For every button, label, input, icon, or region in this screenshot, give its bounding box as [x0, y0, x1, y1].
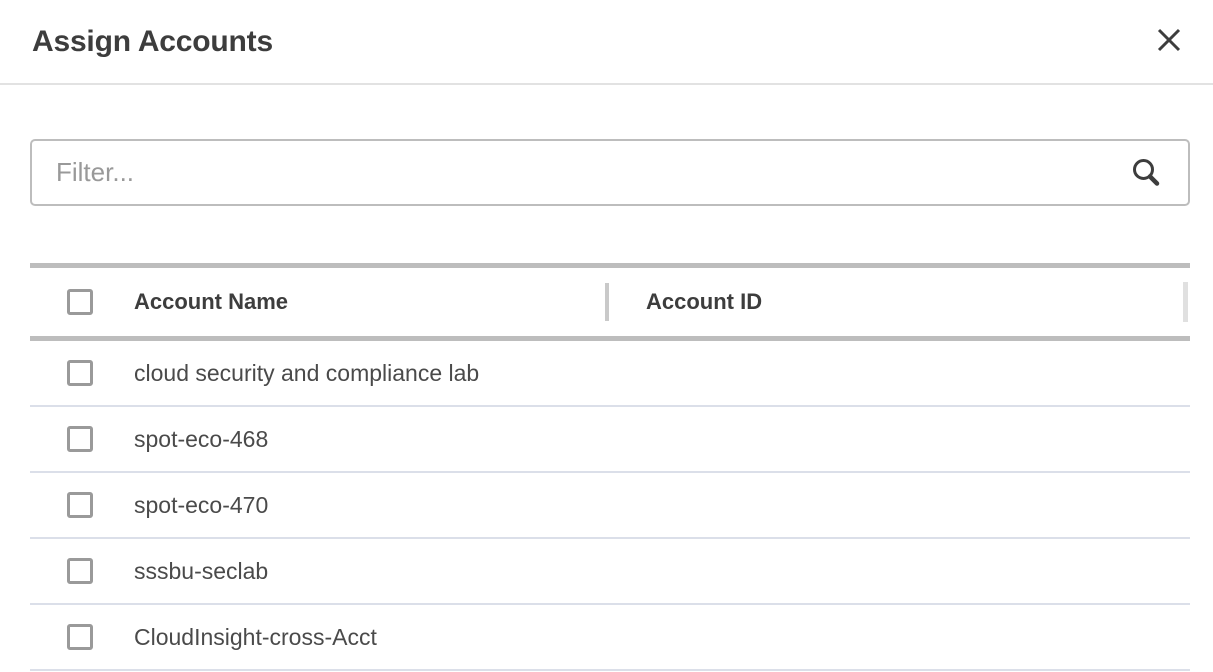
accounts-table: Account Name Account ID cloud security a…: [30, 263, 1190, 671]
row-checkbox-cell: [30, 360, 134, 386]
row-checkbox-cell: [30, 624, 134, 650]
filter-input[interactable]: [30, 139, 1190, 206]
table-row: spot-eco-468: [30, 407, 1190, 473]
row-checkbox-cell: [30, 426, 134, 452]
search-icon[interactable]: [1128, 155, 1164, 191]
close-icon: [1157, 28, 1181, 52]
row-checkbox[interactable]: [67, 624, 93, 650]
table-row: CloudInsight-cross-Acct: [30, 605, 1190, 671]
table-row: sssbu-seclab: [30, 539, 1190, 605]
table-row: cloud security and compliance lab: [30, 341, 1190, 407]
select-all-checkbox[interactable]: [67, 289, 93, 315]
account-name-cell: spot-eco-470: [134, 491, 269, 518]
row-checkbox[interactable]: [67, 426, 93, 452]
row-checkbox[interactable]: [67, 558, 93, 584]
modal-content: Account Name Account ID cloud security a…: [0, 139, 1213, 671]
column-divider-right: [1183, 282, 1188, 322]
column-divider: [605, 283, 609, 321]
modal-header: Assign Accounts: [0, 0, 1213, 85]
account-name-cell: CloudInsight-cross-Acct: [134, 623, 377, 650]
row-checkbox-cell: [30, 558, 134, 584]
account-name-cell: sssbu-seclab: [134, 557, 269, 584]
select-all-cell: [30, 289, 134, 315]
page-title: Assign Accounts: [32, 24, 273, 58]
account-name-cell: spot-eco-468: [134, 425, 269, 452]
table-body: cloud security and compliance lab spot-e…: [30, 341, 1190, 671]
close-button[interactable]: [1147, 18, 1191, 62]
table-header-row: Account Name Account ID: [30, 263, 1190, 341]
filter-container: [30, 139, 1190, 206]
account-name-cell: cloud security and compliance lab: [134, 359, 480, 386]
row-checkbox-cell: [30, 492, 134, 518]
column-header-account-name[interactable]: Account Name: [134, 289, 289, 314]
row-checkbox[interactable]: [67, 360, 93, 386]
table-row: spot-eco-470: [30, 473, 1190, 539]
row-checkbox[interactable]: [67, 492, 93, 518]
column-header-account-id[interactable]: Account ID: [646, 289, 763, 314]
